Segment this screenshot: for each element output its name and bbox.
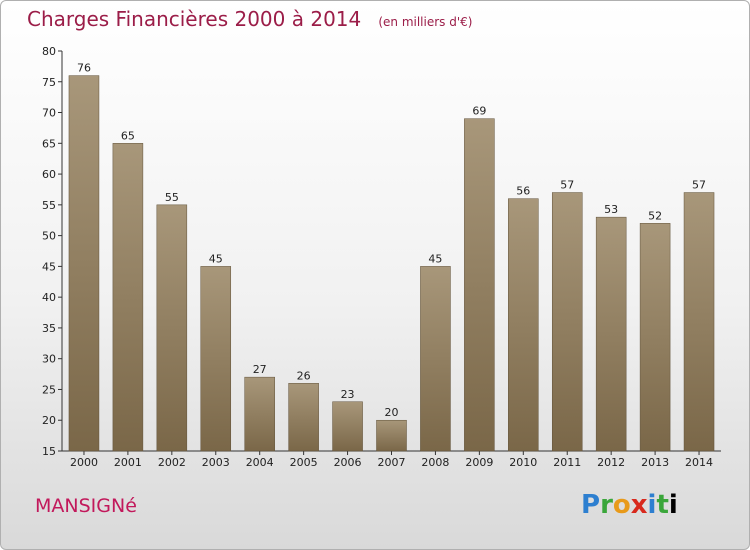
- bar: [551, 192, 583, 452]
- bar: [288, 383, 319, 452]
- y-tick-label: 25: [42, 383, 56, 396]
- bar-value-label: 52: [648, 209, 662, 222]
- logo-letter: o: [612, 490, 631, 520]
- x-tick-label: 2000: [70, 456, 98, 469]
- y-tick-label: 45: [42, 260, 56, 273]
- x-tick-label: 2011: [553, 456, 581, 469]
- x-tick-label: 2007: [378, 456, 406, 469]
- bar-value-label: 69: [472, 105, 486, 118]
- y-tick-label: 40: [42, 291, 56, 304]
- x-tick-label: 2013: [641, 456, 669, 469]
- bar: [683, 192, 715, 452]
- bar: [595, 216, 627, 452]
- bar-value-label: 56: [516, 185, 530, 198]
- y-tick-label: 75: [42, 76, 56, 89]
- bar-value-label: 45: [428, 252, 442, 265]
- axes: 15 20 25 30 35 40 45 50 55 60 65 70 75 80 2000 2001 2002…: [42, 45, 721, 469]
- logo-letter: t: [656, 490, 669, 520]
- commune-name: MANSIGNé: [35, 495, 137, 517]
- bar: [639, 223, 671, 452]
- bar: [420, 266, 451, 452]
- logo-letter: i: [668, 490, 678, 520]
- y-tick-label: 50: [42, 230, 56, 243]
- bar: [200, 266, 232, 452]
- x-tick-label: 2012: [597, 456, 625, 469]
- bar-value-label: 53: [604, 203, 618, 216]
- logo-letter: x: [630, 490, 648, 520]
- logo-letter: r: [600, 490, 613, 520]
- title-row: Charges Financières 2000 à 2014 (en mill…: [27, 7, 472, 31]
- y-tick-label: 65: [42, 137, 56, 150]
- y-tick-label: 60: [42, 168, 56, 181]
- bar-value-label: 65: [121, 129, 135, 142]
- bars: 76 65 55 45 27 26 23 20 45 69 56 57 53 52 57: [68, 62, 715, 452]
- bar-value-label: 23: [341, 388, 355, 401]
- y-tick-label: 70: [42, 107, 56, 120]
- bar-value-label: 45: [209, 252, 223, 265]
- bar-value-label: 26: [297, 369, 311, 382]
- x-tick-label: 2008: [421, 456, 449, 469]
- x-tick-label: 2010: [509, 456, 537, 469]
- bar-value-label: 55: [165, 191, 179, 204]
- bar-value-label: 57: [692, 179, 706, 192]
- bar: [508, 198, 539, 452]
- bar-value-label: 20: [385, 406, 399, 419]
- x-tick-label: 2002: [158, 456, 186, 469]
- x-tick-label: 2014: [685, 456, 713, 469]
- chart-title: Charges Financières 2000 à 2014: [27, 7, 362, 31]
- chart-subtitle: (en milliers d'€): [378, 15, 473, 29]
- x-tick-label: 2003: [202, 456, 230, 469]
- bar: [376, 419, 407, 452]
- logo-letter: i: [647, 490, 657, 520]
- x-tick-label: 2001: [114, 456, 142, 469]
- x-tick-label: 2004: [246, 456, 274, 469]
- bar-value-label: 76: [77, 62, 91, 75]
- bar-value-label: 27: [253, 363, 267, 376]
- y-tick-label: 30: [42, 353, 56, 366]
- x-tick-label: 2005: [290, 456, 318, 469]
- bar: [112, 143, 144, 452]
- x-tick-label: 2009: [465, 456, 493, 469]
- y-tick-label: 80: [42, 45, 56, 58]
- y-tick-label: 20: [42, 414, 56, 427]
- bar: [244, 376, 275, 452]
- bar: [332, 401, 363, 452]
- logo-letter: P: [581, 490, 601, 520]
- bar: [464, 118, 495, 452]
- proxiti-logo: Proxiti: [581, 490, 678, 520]
- y-tick-label: 15: [42, 445, 56, 458]
- x-tick-label: 2006: [334, 456, 362, 469]
- bar: [156, 204, 188, 452]
- bar-value-label: 57: [560, 179, 574, 192]
- y-tick-label: 35: [42, 322, 56, 335]
- y-tick-label: 55: [42, 199, 56, 212]
- bar: [68, 75, 100, 452]
